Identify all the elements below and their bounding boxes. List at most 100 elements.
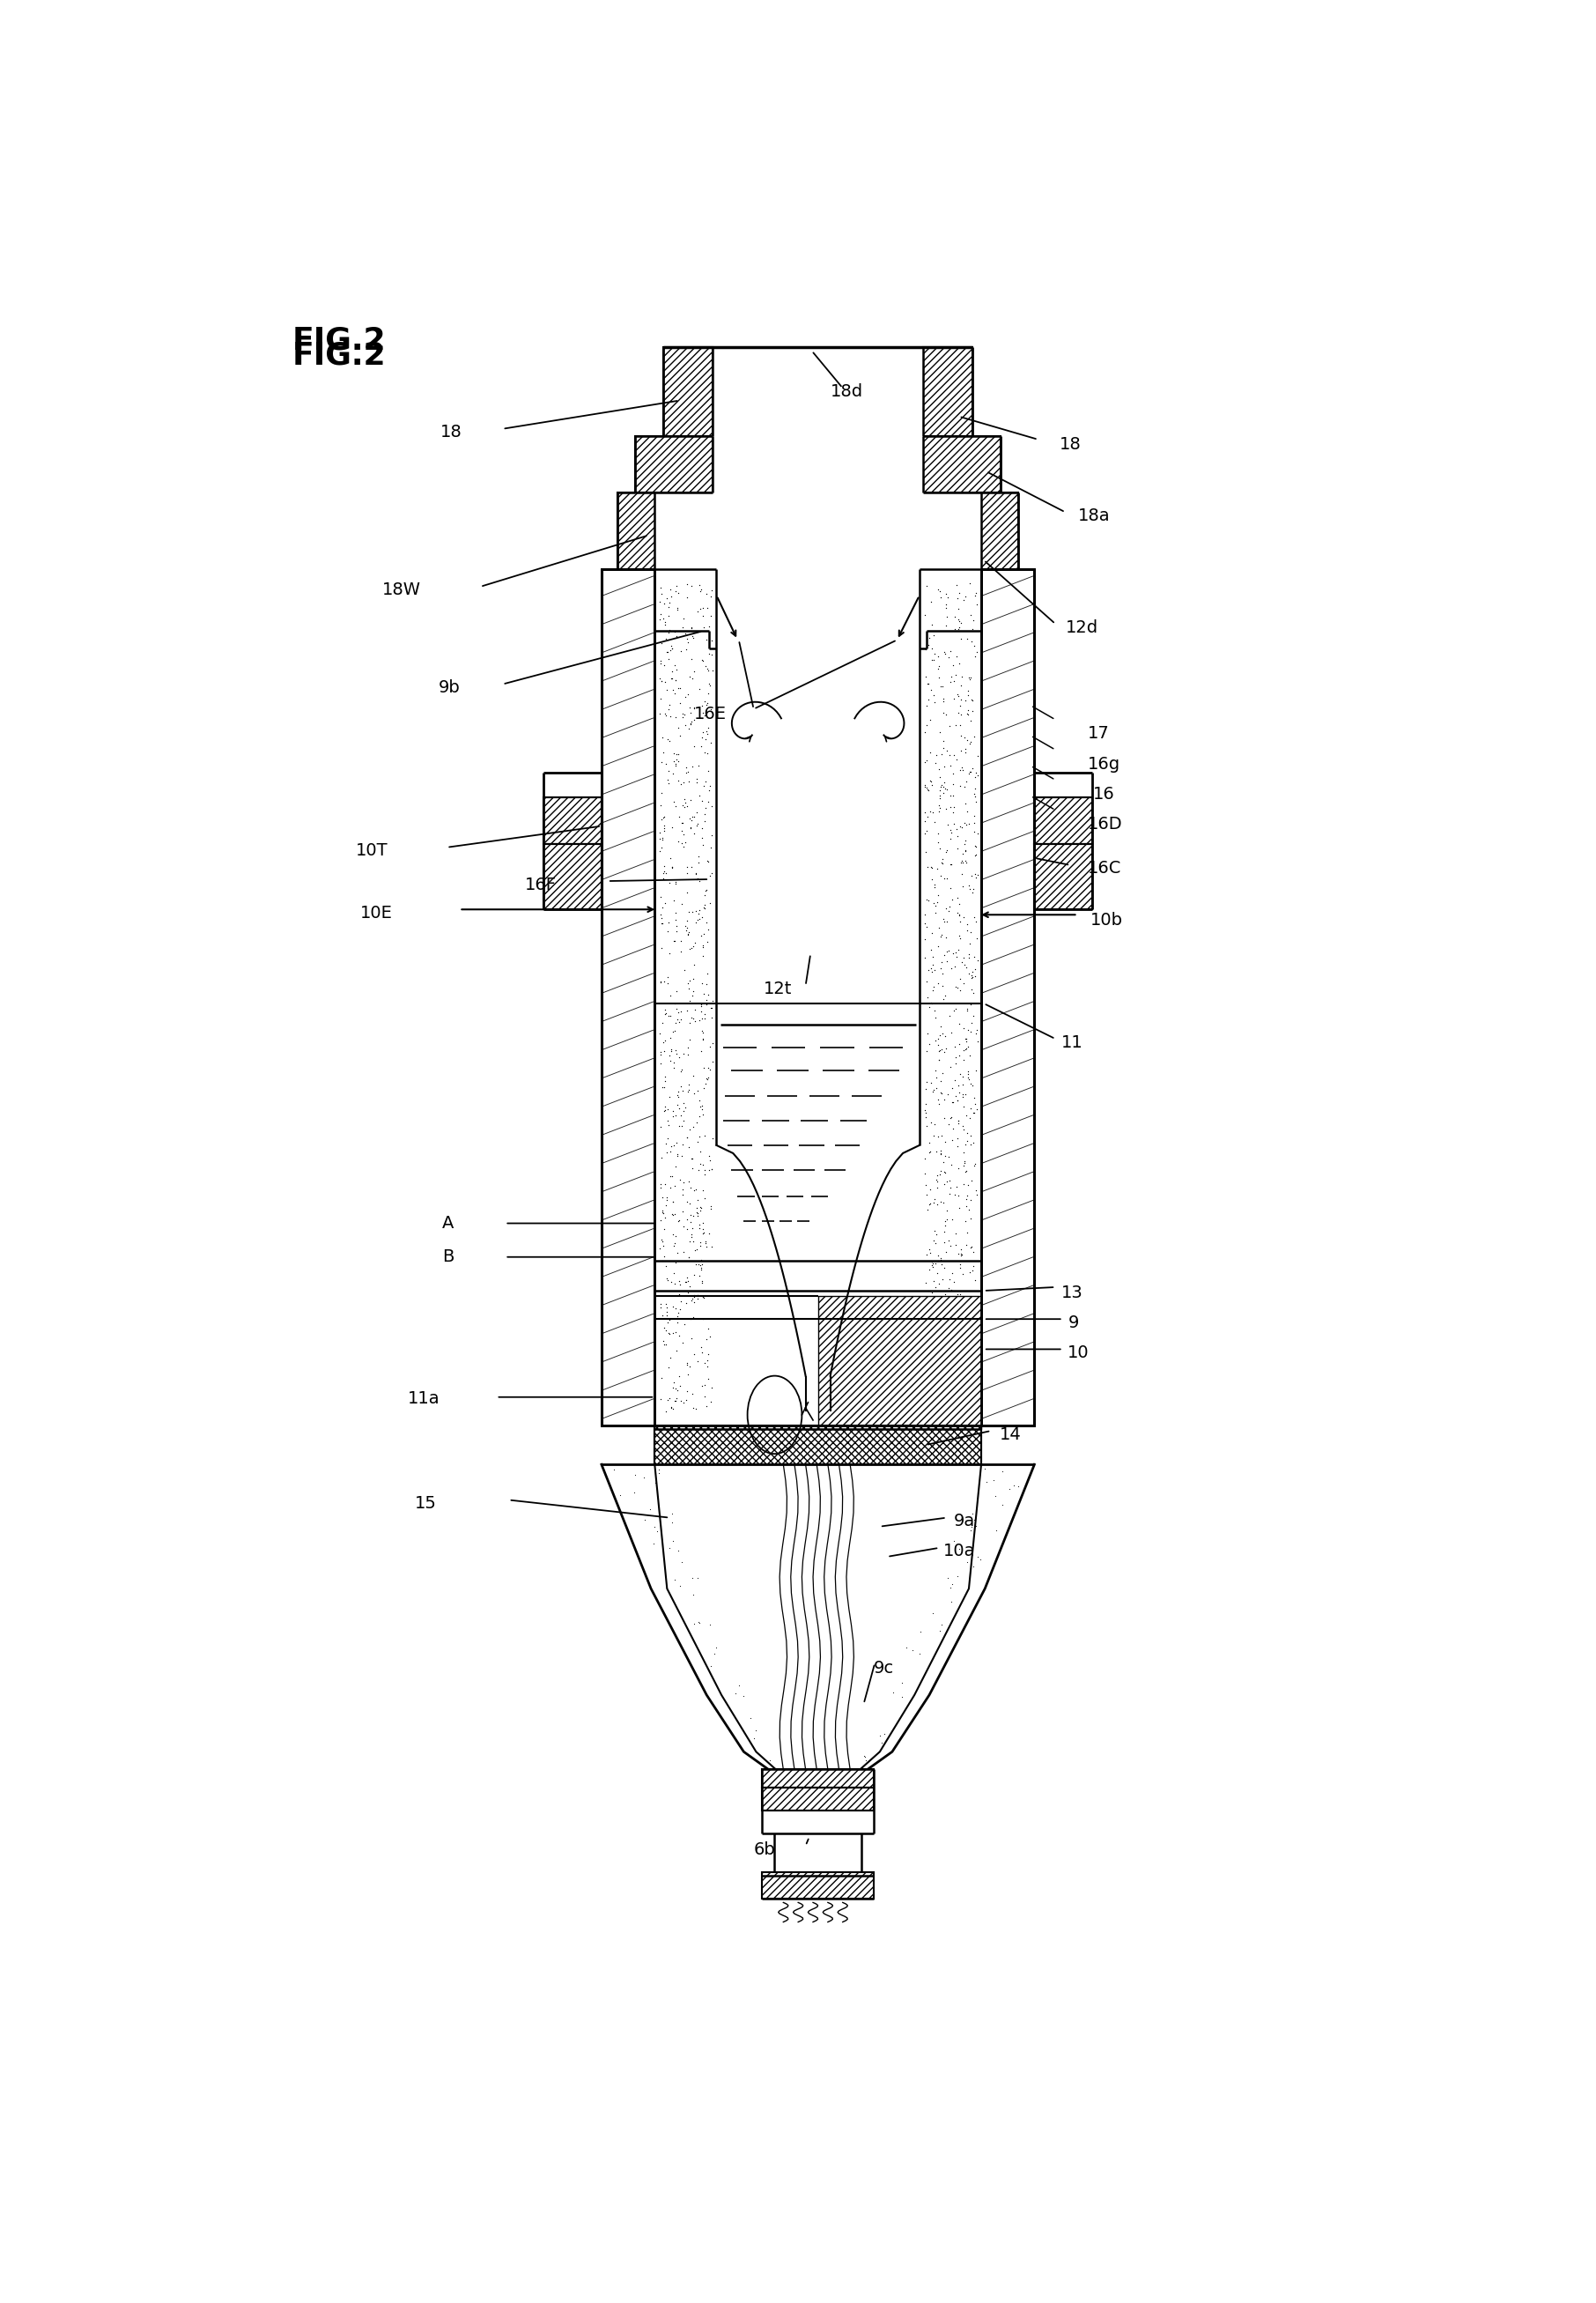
- Point: [648, 1034, 674, 1071]
- Point: [958, 1013, 983, 1050]
- Point: [959, 1331, 985, 1368]
- Point: [930, 679, 956, 716]
- Point: [938, 788, 964, 824]
- Point: [651, 852, 677, 889]
- Point: [650, 1527, 675, 1564]
- Point: [670, 1193, 696, 1230]
- Point: [694, 905, 720, 942]
- Point: [927, 659, 953, 696]
- Point: [661, 1050, 686, 1087]
- Point: [693, 790, 718, 827]
- Point: [954, 990, 980, 1027]
- Point: [926, 1340, 951, 1377]
- Point: [962, 859, 988, 896]
- Point: [664, 592, 689, 629]
- Point: [667, 1267, 693, 1303]
- Point: [943, 1280, 969, 1317]
- Point: [940, 1122, 966, 1158]
- Point: [961, 629, 986, 666]
- Point: [918, 670, 943, 707]
- Point: [683, 905, 709, 942]
- Point: [962, 772, 988, 808]
- Point: [661, 1184, 686, 1221]
- Point: [664, 1036, 689, 1073]
- Point: [686, 891, 712, 928]
- Point: [954, 1543, 980, 1580]
- Point: [670, 1126, 696, 1163]
- Point: [672, 1384, 697, 1421]
- Point: [956, 1303, 982, 1340]
- Point: [942, 1264, 967, 1301]
- Text: 16: 16: [1093, 785, 1114, 801]
- Point: [915, 686, 940, 723]
- Point: [945, 1340, 970, 1377]
- Point: [961, 1124, 986, 1161]
- Point: [926, 1085, 951, 1122]
- Point: [658, 997, 683, 1034]
- Point: [697, 829, 723, 866]
- Point: [688, 1251, 713, 1287]
- Point: [699, 578, 725, 615]
- Point: [945, 970, 970, 1006]
- Point: [681, 1076, 707, 1112]
- Point: [945, 1082, 970, 1119]
- Point: [691, 887, 717, 924]
- Point: [667, 684, 693, 721]
- Point: [602, 1451, 627, 1488]
- Point: [669, 824, 694, 861]
- Point: [951, 719, 977, 755]
- Point: [689, 965, 715, 1002]
- Point: [951, 1142, 977, 1179]
- Point: [932, 1202, 958, 1239]
- Point: [943, 638, 969, 675]
- Text: 10: 10: [1068, 1345, 1090, 1361]
- Point: [696, 753, 721, 790]
- Point: [650, 889, 675, 926]
- Point: [653, 663, 678, 700]
- Point: [622, 1474, 648, 1511]
- Point: [651, 1069, 677, 1105]
- Point: [927, 714, 953, 751]
- Point: [946, 896, 972, 933]
- Point: [918, 762, 943, 799]
- Point: [674, 1285, 699, 1322]
- Text: 10b: 10b: [1090, 912, 1122, 928]
- Point: [685, 1195, 710, 1232]
- Point: [927, 1327, 953, 1363]
- Point: [911, 1092, 937, 1128]
- Point: [922, 868, 948, 905]
- Point: [946, 1191, 972, 1227]
- Point: [664, 912, 689, 949]
- Point: [651, 995, 677, 1032]
- Point: [662, 675, 688, 712]
- Point: [664, 742, 689, 778]
- Point: [669, 1108, 694, 1145]
- Point: [675, 965, 701, 1002]
- Point: [653, 990, 678, 1027]
- Point: [677, 1170, 702, 1207]
- Point: [915, 707, 940, 744]
- Point: [656, 1078, 681, 1115]
- Point: [685, 806, 710, 843]
- Point: [918, 735, 943, 772]
- Point: [961, 1548, 986, 1584]
- Point: [661, 986, 686, 1023]
- Point: [913, 1177, 938, 1214]
- Point: [934, 599, 959, 636]
- Point: [681, 1198, 707, 1234]
- Point: [919, 1274, 945, 1310]
- Point: [937, 997, 962, 1034]
- Point: [699, 1152, 725, 1188]
- Point: [932, 1384, 958, 1421]
- Point: [948, 1237, 974, 1274]
- Point: [946, 751, 972, 788]
- Point: [951, 1147, 977, 1184]
- Point: [915, 1345, 940, 1382]
- Point: [699, 854, 725, 891]
- Point: [664, 866, 689, 903]
- Point: [951, 1133, 977, 1170]
- Point: [688, 1188, 713, 1225]
- Point: [689, 1262, 715, 1299]
- Point: [689, 1172, 715, 1209]
- Point: [922, 1225, 948, 1262]
